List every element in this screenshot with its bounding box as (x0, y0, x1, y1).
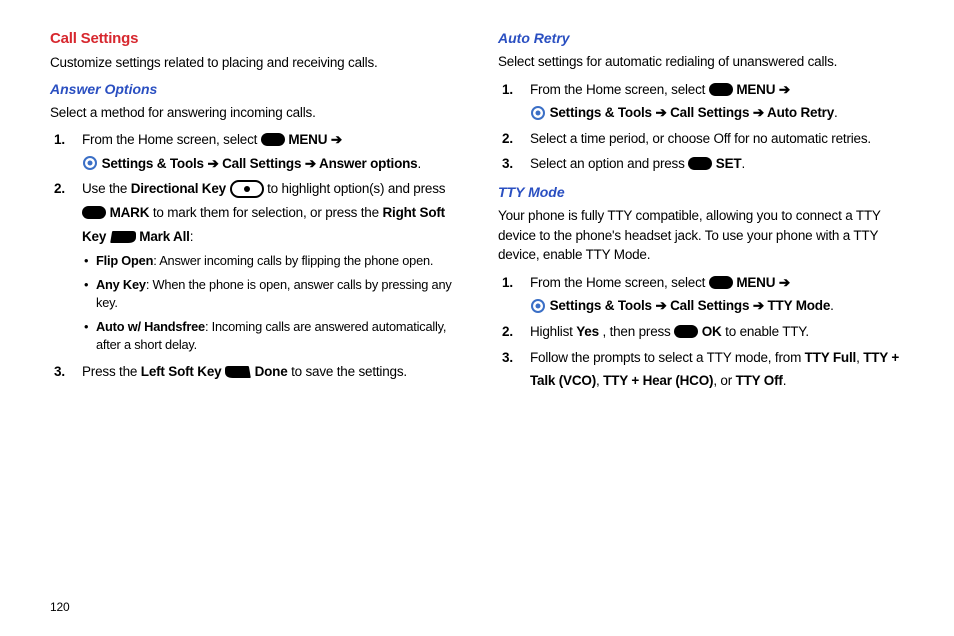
left-soft-key-label: Left Soft Key (141, 364, 222, 379)
auto-intro: Select settings for automatic redialing … (498, 52, 904, 72)
arrow: ➔ (207, 156, 222, 171)
ok-key-icon (688, 157, 712, 170)
ok-key-icon (709, 276, 733, 289)
settings-icon (530, 298, 546, 314)
heading-auto-retry: Auto Retry (498, 30, 904, 46)
arrow: ➔ (753, 105, 767, 120)
directional-key-icon (230, 180, 264, 198)
heading-tty-mode: TTY Mode (498, 184, 904, 200)
ok-key-icon (709, 83, 733, 96)
arrow: ➔ (331, 132, 342, 147)
text: . (834, 105, 838, 120)
desc: : Answer incoming calls by flipping the … (153, 253, 433, 268)
answer-intro: Select a method for answering incoming c… (50, 103, 456, 123)
left-column: Call Settings Customize settings related… (50, 30, 456, 395)
text: From the Home screen, select (82, 132, 261, 147)
intro-text: Customize settings related to placing an… (50, 53, 456, 73)
auto-retry-label: Auto Retry (767, 105, 834, 120)
text: Press the (82, 364, 141, 379)
desc: : When the phone is open, answer calls b… (96, 277, 452, 310)
menu-label: MENU (736, 82, 775, 97)
settings-label: Settings & Tools (550, 105, 652, 120)
text: to enable TTY. (725, 324, 809, 339)
text: to highlight option(s) and press (267, 181, 445, 196)
text: . (417, 156, 421, 171)
step-1: From the Home screen, select MENU ➔ Sett… (516, 271, 904, 318)
heading-call-settings: Call Settings (50, 30, 456, 47)
page-number: 120 (50, 600, 69, 614)
answer-options-label: Answer options (319, 156, 417, 171)
settings-icon (82, 155, 98, 171)
tty-full-label: TTY Full (805, 350, 856, 365)
text: : (190, 229, 194, 244)
mark-label: MARK (110, 205, 150, 220)
bullet-any-key: Any Key: When the phone is open, answer … (86, 276, 456, 312)
settings-label: Settings & Tools (102, 156, 204, 171)
menu-label: MENU (288, 132, 327, 147)
text: Highlist (530, 324, 576, 339)
step-3: Select an option and press SET. (516, 152, 904, 176)
arrow: ➔ (779, 275, 790, 290)
tty-mode-label: TTY Mode (768, 298, 831, 313)
step-2: Highlist Yes , then press OK to enable T… (516, 320, 904, 344)
ok-key-icon (82, 206, 106, 219)
step-3: Follow the prompts to select a TTY mode,… (516, 346, 904, 393)
yes-label: Yes (576, 324, 599, 339)
ok-label: OK (702, 324, 722, 339)
tty-steps: From the Home screen, select MENU ➔ Sett… (498, 271, 904, 393)
tty-intro: Your phone is fully TTY compatible, allo… (498, 206, 904, 265)
text: . (741, 156, 745, 171)
arrow: ➔ (305, 156, 319, 171)
right-soft-key-icon (110, 230, 136, 243)
left-soft-key-icon (225, 365, 251, 378)
text: Use the (82, 181, 131, 196)
ok-key-icon (674, 325, 698, 338)
right-column: Auto Retry Select settings for automatic… (498, 30, 904, 395)
arrow: ➔ (655, 298, 670, 313)
step-2: Use the Directional Key to highlight opt… (68, 177, 456, 353)
arrow: ➔ (655, 105, 670, 120)
text: to save the settings. (291, 364, 407, 379)
auto-retry-steps: From the Home screen, select MENU ➔ Sett… (498, 78, 904, 177)
step-3: Press the Left Soft Key Done to save the… (68, 360, 456, 384)
ok-key-icon (261, 133, 285, 146)
step-1: From the Home screen, select MENU ➔ Sett… (516, 78, 904, 125)
step-2: Select a time period, or choose Off for … (516, 127, 904, 151)
mark-all-label: Mark All (139, 229, 189, 244)
call-settings-label: Call Settings (670, 105, 749, 120)
settings-label: Settings & Tools (550, 298, 652, 313)
label: Flip Open (96, 253, 153, 268)
set-label: SET (716, 156, 742, 171)
answer-bullets: Flip Open: Answer incoming calls by flip… (82, 252, 456, 354)
bullet-flip-open: Flip Open: Answer incoming calls by flip… (86, 252, 456, 270)
directional-key-label: Directional Key (131, 181, 226, 196)
text: . (783, 373, 787, 388)
text: Select an option and press (530, 156, 688, 171)
settings-icon (530, 105, 546, 121)
text: to mark them for selection, or press the (153, 205, 383, 220)
answer-steps: From the Home screen, select MENU ➔ Sett… (50, 128, 456, 383)
menu-label: MENU (736, 275, 775, 290)
bullet-auto-handsfree: Auto w/ Handsfree: Incoming calls are an… (86, 318, 456, 354)
text: , or (713, 373, 735, 388)
text: , then press (602, 324, 674, 339)
heading-answer-options: Answer Options (50, 81, 456, 97)
text: . (830, 298, 834, 313)
label: Auto w/ Handsfree (96, 319, 205, 334)
label: Any Key (96, 277, 146, 292)
tty-hco-label: TTY + Hear (HCO) (603, 373, 713, 388)
arrow: ➔ (753, 298, 768, 313)
tty-off-label: TTY Off (736, 373, 783, 388)
text: Follow the prompts to select a TTY mode,… (530, 350, 805, 365)
call-settings-label: Call Settings (222, 156, 301, 171)
text: From the Home screen, select (530, 82, 709, 97)
arrow: ➔ (779, 82, 790, 97)
two-column-layout: Call Settings Customize settings related… (50, 30, 904, 395)
text: From the Home screen, select (530, 275, 709, 290)
call-settings-label: Call Settings (670, 298, 749, 313)
done-label: Done (255, 364, 288, 379)
step-1: From the Home screen, select MENU ➔ Sett… (68, 128, 456, 175)
